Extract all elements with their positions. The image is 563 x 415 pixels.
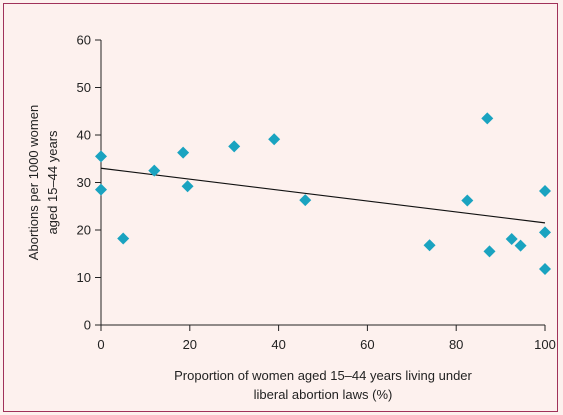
y-tick-label: 60 bbox=[77, 33, 91, 48]
data-points bbox=[95, 112, 551, 275]
y-axis-title: Abortions per 1000 women bbox=[26, 105, 41, 260]
data-point bbox=[461, 194, 474, 207]
y-tick-label: 0 bbox=[84, 318, 91, 333]
data-point bbox=[299, 194, 312, 207]
y-tick-label: 20 bbox=[77, 223, 91, 238]
data-point bbox=[505, 233, 518, 246]
data-point bbox=[481, 112, 494, 125]
y-tick-label: 10 bbox=[77, 270, 91, 285]
y-tick-label: 50 bbox=[77, 80, 91, 95]
data-point bbox=[483, 245, 496, 258]
data-point bbox=[148, 164, 161, 177]
x-tick-label: 0 bbox=[97, 337, 104, 352]
axis-titles: Proportion of women aged 15–44 years liv… bbox=[26, 105, 473, 402]
data-point bbox=[95, 150, 107, 163]
x-tick-label: 80 bbox=[449, 337, 463, 352]
data-point bbox=[514, 239, 527, 252]
tick-labels: 0 10 20 30 40 50 60 0 20 40 60 80 100 bbox=[77, 33, 556, 353]
data-point bbox=[117, 232, 130, 245]
data-point bbox=[177, 146, 190, 159]
axes bbox=[95, 39, 546, 331]
data-point bbox=[268, 133, 281, 146]
trendline bbox=[100, 167, 546, 224]
chart-frame bbox=[3, 3, 558, 412]
data-point bbox=[228, 140, 241, 153]
data-point bbox=[539, 226, 551, 239]
data-point bbox=[539, 185, 551, 198]
data-point bbox=[95, 183, 107, 196]
y-tick-label: 30 bbox=[77, 175, 91, 190]
x-tick-label: 100 bbox=[534, 337, 556, 352]
x-axis-title: liberal abortion laws (%) bbox=[254, 387, 393, 402]
data-point bbox=[423, 239, 436, 252]
y-axis-title: aged 15–44 years bbox=[45, 130, 60, 235]
y-tick-label: 40 bbox=[77, 128, 91, 143]
data-point bbox=[181, 180, 194, 193]
x-tick-label: 20 bbox=[183, 337, 197, 352]
x-tick-label: 60 bbox=[360, 337, 374, 352]
trendline-group bbox=[100, 167, 546, 224]
x-axis-title: Proportion of women aged 15–44 years liv… bbox=[174, 368, 472, 383]
data-point bbox=[539, 262, 551, 275]
x-tick-label: 40 bbox=[271, 337, 285, 352]
